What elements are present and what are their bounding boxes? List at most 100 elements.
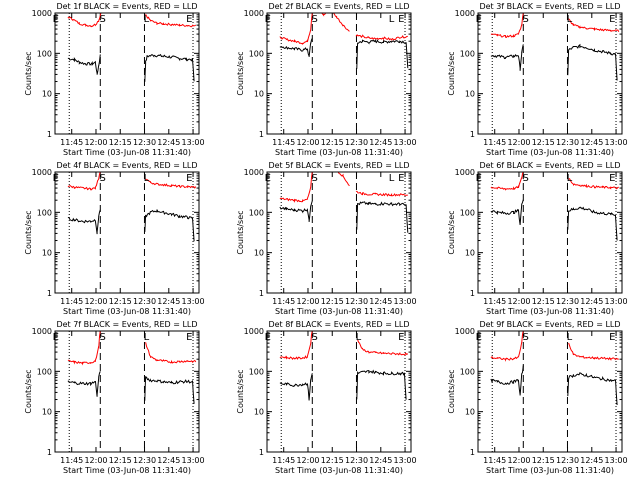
y-tick-label: 100 [249,49,264,58]
x-tick-label: 13:00 [182,456,205,465]
panel-title: Det 9f BLACK = Events, RED = LLD [479,320,620,329]
x-tick-label: 12:45 [369,456,392,465]
x-tick-label: 11:45 [60,456,83,465]
y-tick-label: 100 [460,49,475,58]
lld-series-line [490,331,619,362]
event-marker-label: S [523,332,529,343]
x-tick-label: 12:30 [133,138,156,147]
events-series-line [67,209,195,242]
x-tick-label: 11:45 [483,456,506,465]
plot-frame [266,330,412,453]
event-marker-label: E [609,173,615,184]
x-tick-label: 12:00 [507,138,530,147]
x-tick-label: 12:00 [296,138,319,147]
x-tick-label: 12:15 [532,456,555,465]
x-tick-label: 12:00 [84,297,107,306]
y-tick-label: 100 [249,367,264,376]
x-axis-title: Start Time (03-Jun-08 11:31:40) [486,466,614,475]
x-tick-label: 12:45 [369,138,392,147]
event-marker-label: E [398,173,404,184]
event-marker-label: E [186,332,192,343]
y-tick-label: 1 [259,130,264,139]
events-series-line [67,53,195,82]
x-tick-label: 12:00 [84,456,107,465]
y-tick-label: 1000 [244,168,264,177]
x-tick-label: 11:45 [272,456,295,465]
event-marker-label: S [100,332,106,343]
y-tick-label: 1 [47,289,52,298]
x-tick-label: 13:00 [605,297,628,306]
x-tick-label: 12:45 [580,456,603,465]
event-marker-label: E [186,14,192,25]
panel-title: Det 3f BLACK = Events, RED = LLD [479,2,620,11]
event-marker-label: S [100,173,106,184]
panel-title: Det 1f BLACK = Events, RED = LLD [56,2,197,11]
event-marker-label: E [398,332,404,343]
events-series-line [279,200,409,233]
panel-title: Det 6f BLACK = Events, RED = LLD [479,161,620,170]
lld-series-line [490,172,619,191]
event-marker-label: E [609,332,615,343]
y-tick-label: 10 [465,249,475,258]
x-tick-label: 13:00 [605,138,628,147]
x-tick-label: 12:30 [345,456,368,465]
y-axis-title: Counts/sec [447,369,456,413]
x-tick-label: 12:45 [157,138,180,147]
y-tick-label: 100 [460,208,475,217]
y-axis-title: Counts/sec [24,210,33,254]
x-tick-label: 12:45 [157,456,180,465]
panel-title: Det 7f BLACK = Events, RED = LLD [56,320,197,329]
y-tick-label: 1 [470,448,475,457]
event-marker-label: L [144,14,150,25]
x-tick-label: 12:00 [507,456,530,465]
plot-frame [477,171,623,294]
panel-title: Det 2f BLACK = Events, RED = LLD [268,2,409,11]
x-tick-label: 13:00 [394,456,417,465]
lld-series-line [490,13,620,38]
y-tick-label: 1000 [455,168,475,177]
x-tick-label: 13:00 [182,297,205,306]
x-tick-label: 12:00 [296,456,319,465]
y-tick-label: 100 [460,367,475,376]
plot-frame [477,12,623,135]
event-marker-label: S [312,173,318,184]
x-tick-label: 12:15 [321,297,344,306]
y-tick-label: 1 [259,448,264,457]
y-tick-label: 10 [42,249,52,258]
x-axis-title: Start Time (03-Jun-08 11:31:40) [63,148,191,157]
x-tick-label: 12:00 [84,138,107,147]
y-tick-label: 100 [249,208,264,217]
lld-series-line [279,13,408,45]
x-tick-label: 12:30 [345,138,368,147]
panel-title: Det 4f BLACK = Events, RED = LLD [56,161,197,170]
plot-frame [54,12,200,135]
events-series-line [67,371,195,404]
x-tick-label: 12:45 [580,297,603,306]
y-axis-title: Counts/sec [447,51,456,95]
y-tick-label: 1000 [244,327,264,336]
panel-title: Det 5f BLACK = Events, RED = LLD [268,161,409,170]
x-tick-label: 12:00 [296,297,319,306]
x-tick-label: 11:45 [483,297,506,306]
x-tick-label: 12:45 [157,297,180,306]
events-series-line [279,369,407,401]
y-tick-label: 1 [47,448,52,457]
lld-series-line [67,172,197,191]
x-tick-label: 12:30 [133,297,156,306]
x-tick-label: 12:30 [556,297,579,306]
y-tick-label: 10 [465,90,475,99]
y-tick-label: 1000 [455,9,475,18]
x-tick-label: 12:30 [556,138,579,147]
event-marker-label: L [567,14,573,25]
event-marker-label: L [144,332,150,343]
event-marker-label: S [312,332,318,343]
x-tick-label: 11:45 [60,138,83,147]
y-tick-label: 1 [47,130,52,139]
x-tick-label: 12:00 [507,297,530,306]
